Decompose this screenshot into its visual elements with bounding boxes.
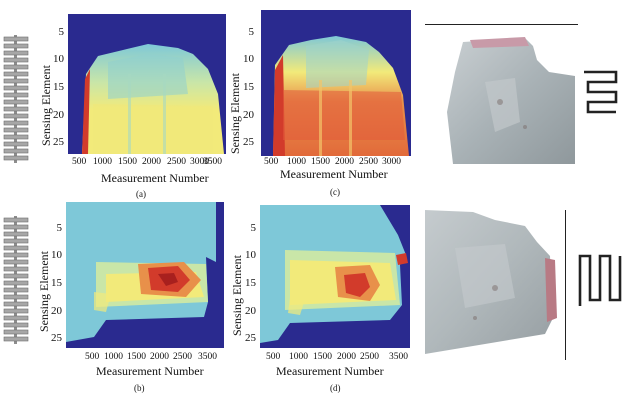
- x-tick-b: 2000: [150, 352, 169, 362]
- y-tick-b: 10: [51, 249, 62, 261]
- x-tick-b: 500: [85, 352, 100, 362]
- x-tick-c: 2000: [335, 157, 354, 167]
- y-tick-d: 10: [245, 249, 256, 261]
- x-tick-a: 2000: [142, 157, 161, 167]
- x-tick-d: 3500: [389, 352, 408, 362]
- caption-b: (b): [134, 383, 145, 393]
- x-tick-c: 3000: [382, 157, 401, 167]
- x-axis-label-d: Measurement Number: [276, 364, 384, 378]
- x-tick-d: 500: [266, 352, 281, 362]
- heatmap-b: [66, 202, 224, 348]
- x-tick-c: 1500: [311, 157, 330, 167]
- y-tick-b: 5: [56, 222, 63, 234]
- x-axis-label-b: Measurement Number: [96, 364, 204, 378]
- y-tick-c: 20: [243, 109, 254, 121]
- heatmap-a: [68, 14, 226, 154]
- x-tick-a: 2500: [167, 157, 186, 167]
- y-tick-a: 20: [53, 109, 64, 121]
- x-tick-c: 1000: [287, 157, 306, 167]
- x-tick-a: 500: [72, 157, 87, 167]
- y-tick-b: 15: [51, 277, 62, 289]
- y-tick-a: 10: [53, 53, 64, 65]
- x-axis-label-a: Measurement Number: [101, 171, 209, 185]
- x-tick-a: 3500: [203, 157, 222, 167]
- serpentine-sensor-icon: [576, 250, 626, 310]
- blade-photo-top: [425, 32, 575, 164]
- x-tick-b: 1000: [104, 352, 123, 362]
- y-tick-c: 25: [243, 136, 254, 148]
- x-tick-b: 3500: [198, 352, 217, 362]
- x-tick-a: 3000: [190, 157, 209, 167]
- y-tick-a: 25: [53, 136, 64, 148]
- x-axis-label-c: Measurement Number: [280, 167, 388, 181]
- scale-line: [425, 24, 578, 26]
- sensor-array-icon: [2, 35, 30, 163]
- y-axis-label-d: Sensing Element: [230, 255, 244, 336]
- y-tick-c: 15: [243, 81, 254, 93]
- x-tick-c: 500: [264, 157, 279, 167]
- caption-a: (a): [136, 189, 146, 199]
- y-axis-label-b: Sensing Element: [37, 251, 51, 332]
- caption-d: (d): [330, 383, 341, 393]
- x-tick-c: 2500: [359, 157, 378, 167]
- x-tick-a: 1000: [93, 157, 112, 167]
- x-tick-d: 2500: [360, 352, 379, 362]
- blade-photo-bottom: [425, 208, 560, 358]
- y-tick-b: 20: [51, 305, 62, 317]
- serpentine-sensor-icon: [580, 68, 620, 118]
- y-axis-label-a: Sensing Element: [39, 65, 53, 146]
- y-tick-c: 5: [248, 26, 255, 38]
- y-tick-b: 25: [51, 332, 62, 344]
- x-tick-b: 1500: [127, 352, 146, 362]
- y-tick-d: 25: [245, 332, 256, 344]
- x-tick-d: 1500: [313, 352, 332, 362]
- y-tick-c: 10: [243, 53, 254, 65]
- x-tick-d: 2000: [337, 352, 356, 362]
- x-tick-a: 1500: [118, 157, 137, 167]
- y-tick-d: 20: [245, 305, 256, 317]
- y-tick-d: 15: [245, 277, 256, 289]
- heatmap-c: [261, 10, 411, 156]
- y-tick-a: 15: [53, 81, 64, 93]
- y-tick-a: 5: [58, 26, 65, 38]
- sensor-array-icon: [2, 216, 30, 344]
- x-tick-d: 1000: [289, 352, 308, 362]
- x-tick-b: 2500: [173, 352, 192, 362]
- caption-c: (c): [330, 187, 340, 197]
- y-tick-d: 5: [250, 222, 257, 234]
- heatmap-d: [260, 205, 410, 348]
- scale-line: [565, 210, 567, 360]
